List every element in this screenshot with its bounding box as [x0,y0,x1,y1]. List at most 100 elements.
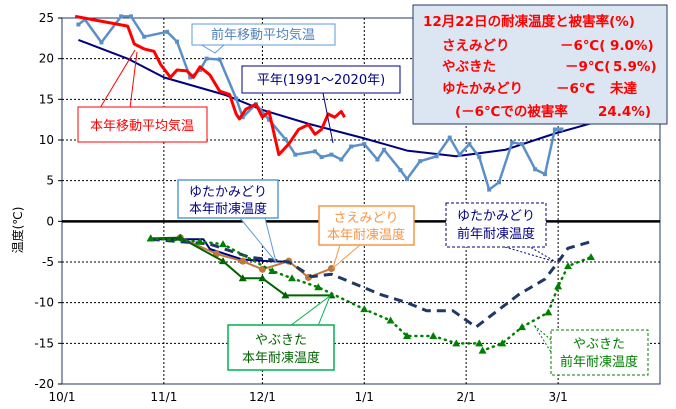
data-point [175,39,179,44]
callout-prev-avg: 前年移動平均気温 [191,23,336,54]
data-point [339,157,344,162]
data-point [398,168,403,173]
y-tick-label: -20 [34,377,54,391]
data-point [543,172,547,177]
data-point [196,237,204,245]
x-tick-label: 12/1 [249,390,276,404]
svg-text:－6℃(: －6℃( [560,38,605,54]
data-point [559,127,564,132]
svg-text:前年耐凍温度: 前年耐凍温度 [457,226,535,242]
svg-text:やぶきた: やぶきた [573,337,625,352]
series-本年移動平均気温 [74,14,346,157]
data-point [475,339,484,347]
data-point [238,274,247,282]
data-point [510,140,515,145]
x-tick-label: 3/1 [548,390,567,404]
x-tick-label: 2/1 [456,390,475,404]
svg-text:－9℃(: －9℃( [565,59,610,75]
data-point [552,127,557,132]
data-point [362,142,367,147]
data-point [533,167,538,172]
data-point [217,57,222,62]
data-point [382,147,386,152]
svg-text:さえみどり: さえみどり [442,38,510,54]
data-point [76,22,81,27]
svg-text:本年耐凍温度: 本年耐凍温度 [189,201,267,217]
svg-text:ゆたかみどり: ゆたかみどり [189,185,267,200]
svg-text:－6℃: －6℃ [556,81,595,97]
data-point [375,157,380,162]
data-point [429,332,438,340]
data-point [293,152,298,157]
data-point [587,253,595,261]
data-point [313,149,317,154]
callout-yutaka-curr: ゆたかみどり 本年耐凍温度 [177,179,279,263]
data-point [258,274,267,282]
y-tick-label: -10 [34,296,54,310]
data-point [457,152,462,157]
y-tick-label: 10 [39,133,54,147]
data-point [146,234,155,242]
y-tick-label: -15 [34,336,54,350]
data-point [405,177,409,182]
callout-sae-curr: さえみどり 本年耐凍温度 [318,205,415,270]
data-point [142,34,147,39]
y-axis-label: 温度(℃) [10,207,25,254]
info-box: 12月22日の耐凍温度と被害率(%) さえみどり －6℃( 9.0%) やぶきた… [412,4,668,125]
y-tick-label: -5 [42,255,54,269]
callout-curr-avg: 本年移動平均気温 [77,49,208,143]
data-point [176,233,185,241]
data-point [487,187,492,192]
callout-yutaka-prev: ゆたかみどり 前年耐凍温度 [445,202,557,263]
data-point [219,257,227,265]
y-tick-label: 0 [46,214,54,228]
series-line [74,14,346,157]
data-point [219,240,227,248]
data-point [240,115,245,120]
data-point [564,262,572,270]
svg-text:未達: 未達 [610,80,638,97]
series-前年移動平均気温 [76,14,564,192]
svg-text:ゆたかみどり: ゆたかみどり [457,209,535,224]
data-point [418,159,423,164]
svg-text:12月22日の耐凍温度と被害率(%): 12月22日の耐凍温度と被害率(%) [423,13,635,30]
svg-text:前年耐凍温度: 前年耐凍温度 [560,354,638,370]
callout-yabu-prev: やぶきた 前年耐凍温度 [533,324,649,376]
data-point [268,266,277,274]
data-point [319,155,324,160]
data-point [281,291,290,299]
svg-text:24.4%): 24.4%) [598,104,651,120]
data-point [204,56,209,61]
data-point [518,323,526,331]
callout-normal: 平年(1991～2020年) [241,65,401,144]
data-point [165,29,170,34]
data-point [478,346,487,354]
data-point [329,152,334,157]
series-ゆたかみどり 前年耐凍温度 [150,237,592,329]
data-point [198,68,202,73]
svg-text:ゆたかみどり: ゆたかみどり [442,81,523,97]
y-tick-label: 5 [46,174,54,188]
data-point [477,155,482,160]
svg-text:5.9%): 5.9%) [613,59,657,75]
data-point [386,316,395,324]
svg-text:平年(1991～2020年): 平年(1991～2020年) [257,73,385,88]
callout-yabu-curr: やぶきた 本年耐凍温度 [227,294,335,371]
series-やぶきた 前年耐凍温度 [146,234,595,354]
svg-text:やぶきた: やぶきた [442,59,496,75]
data-point [288,274,296,282]
data-point [129,14,133,19]
data-point [119,14,124,19]
svg-text:本年移動平均気温: 本年移動平均気温 [90,118,194,134]
data-point [403,332,411,340]
data-point [239,257,247,265]
data-point [99,40,104,45]
svg-text:やぶきた: やぶきた [255,333,307,348]
data-point [267,117,271,122]
data-point [314,283,323,291]
data-point [447,135,452,140]
data-point [349,144,354,149]
